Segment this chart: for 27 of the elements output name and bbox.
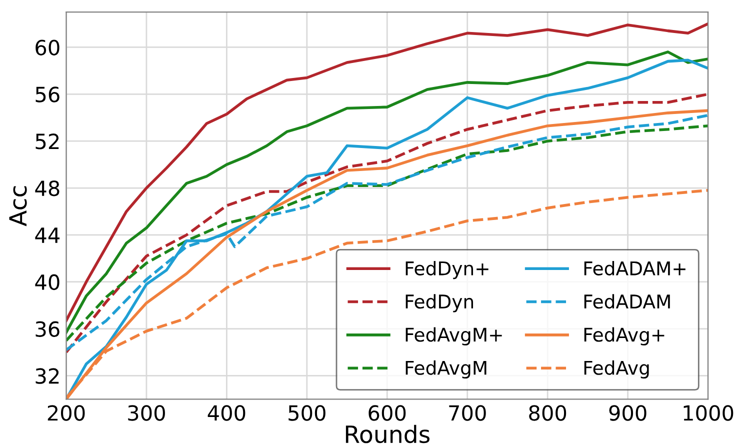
legend-label: FedAvg+: [584, 327, 664, 346]
y-tick-label: 44: [35, 228, 60, 243]
x-tick-label: 300: [128, 405, 165, 421]
legend-label: FedADAM: [584, 294, 670, 309]
x-axis-title: Rounds: [346, 424, 430, 444]
legend-label: FedDyn: [406, 294, 474, 312]
x-tick-label: 1000: [684, 405, 734, 421]
x-tick-label: 400: [208, 405, 246, 421]
x-tick-label: 500: [288, 405, 326, 421]
y-tick-label: 48: [35, 180, 60, 196]
y-tick-label: 32: [36, 368, 59, 384]
legend-label: FedAvg: [584, 360, 649, 379]
y-axis-title: Acc: [9, 186, 27, 226]
legend-label: FedAvgM: [406, 360, 486, 379]
x-tick-label: 600: [368, 405, 406, 421]
y-tick-label: 56: [36, 86, 60, 102]
legend-label: FedADAM+: [584, 260, 686, 276]
legend-label: FedAvgM+: [406, 327, 502, 346]
x-tick-label: 700: [449, 405, 486, 421]
x-tick-label: 800: [529, 405, 566, 421]
legend-label: FedDyn+: [406, 260, 488, 280]
x-tick-label: 200: [48, 405, 85, 421]
y-tick-label: 52: [36, 134, 59, 150]
y-tick-label: 60: [36, 40, 60, 56]
y-tick-label: 36: [36, 321, 60, 337]
x-tick-label: 900: [609, 405, 646, 421]
y-tick-label: 40: [35, 274, 60, 290]
